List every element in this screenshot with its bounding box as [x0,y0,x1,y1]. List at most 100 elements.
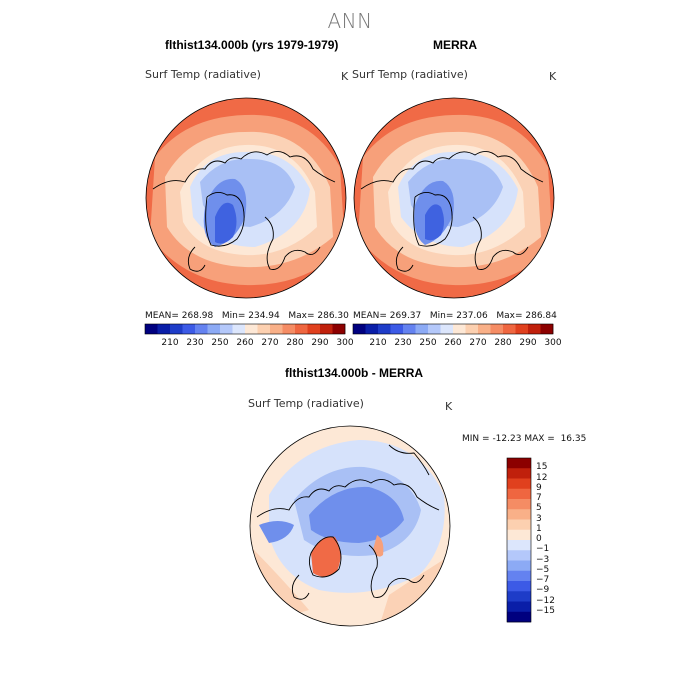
unit-label-difference: K [445,400,453,413]
colorbar-difference [506,457,532,623]
colorbar-swatch [390,324,404,334]
colorbar-tick-label: 7 [536,493,542,503]
colorbar-tick-label: 280 [286,338,304,348]
colorbar-swatch [332,324,346,334]
colorbar-tick-label: −9 [536,585,550,596]
colorbar-tick-label: 230 [394,338,412,348]
colorbar-swatch [515,324,529,334]
colorbar-swatch [507,550,531,561]
colorbar-tick-label: 210 [369,338,387,348]
colorbar-swatch [428,324,441,334]
map-coastlines [360,151,544,272]
colorbar-tick-label: 300 [336,338,354,348]
map-cool-strong-region [259,486,404,543]
panel-title-merra: MERRA [433,38,477,52]
main-title: ANN [327,9,373,33]
panel-title-difference: flthist134.000b - MERRA [285,366,424,380]
colorbar-tick-label: 250 [419,338,437,348]
stats-difference: MIN = -12.23 MAX = 16.35 [462,434,587,444]
colorbar-tick-label: 260 [444,338,462,348]
colorbar-swatch [157,324,171,334]
colorbar-swatch [270,324,283,334]
colorbar-labels-model: 210 230 250 260 270 280 290 300 [145,338,353,350]
colorbar-swatch [453,324,466,334]
panel-title-model: flthist134.000b (yrs 1979-1979) [165,38,339,52]
colorbar-tick-label: 260 [236,338,254,348]
map-greenland-deep [215,202,237,244]
map-greenland-deep [425,204,444,241]
map-warm-spot [373,535,384,557]
colorbar-tick-label: 9 [536,482,542,493]
colorbar-swatch [507,601,531,613]
colorbar-swatch [507,468,531,479]
colorbar-tick-label: −1 [536,544,550,555]
colorbar-swatch [282,324,296,334]
variable-label-merra: Surf Temp (radiative) [352,68,468,81]
colorbar-swatch [415,324,429,334]
colorbar-tick-label: 5 [536,503,542,514]
colorbar-tick-label: 290 [311,338,329,348]
stats-model: MEAN= 268.98 Min= 234.94 Max= 286.30 [145,311,349,321]
colorbar-swatch [490,324,504,334]
colorbar-swatch [507,529,531,541]
colorbar-swatch [182,324,196,334]
colorbar-tick-label: −15 [536,605,555,616]
colorbar-swatch [507,591,531,602]
colorbar-swatch [403,324,416,334]
colorbar-swatch [528,324,541,334]
colorbar-swatch [507,560,531,572]
colorbar-tick-label: 1 [536,523,542,534]
colorbar-swatch [295,324,308,334]
colorbar-labels-difference: 15 12 9 7 5 3 1 0 −1 −3 −5 −7 −9 −12 −15 [536,458,576,622]
colorbar-swatch [507,581,531,592]
colorbar-swatch [507,509,531,520]
colorbar-swatch [307,324,321,334]
colorbar-tick-label: 300 [544,338,562,348]
polar-map-merra [353,97,555,299]
colorbar-swatch [503,324,516,334]
colorbar-swatch [540,324,554,334]
colorbar-swatch [440,324,454,334]
colorbar-swatch [207,324,221,334]
colorbar-swatch [507,570,531,582]
polar-map-model [145,97,347,299]
colorbar-swatch [365,324,379,334]
colorbar-tick-label: 15 [536,462,548,473]
colorbar-swatch [507,611,531,623]
colorbar-swatch [465,324,479,334]
colorbar-tick-label: 0 [536,534,542,544]
colorbar-swatch [257,324,271,334]
colorbar-tick-label: 280 [494,338,512,348]
colorbar-swatch [507,540,531,551]
colorbar-tick-label: −7 [536,575,550,585]
colorbar-swatch [245,324,258,334]
unit-label-model: K [341,70,349,83]
variable-label-difference: Surf Temp (radiative) [248,397,364,410]
colorbar-labels-merra: 210 230 250 260 270 280 290 300 [353,338,561,350]
colorbar-swatch [507,499,531,510]
colorbar-tick-label: 210 [161,338,179,348]
colorbar-swatch [320,324,333,334]
colorbar-swatch [507,458,531,469]
colorbar-tick-label: 270 [261,338,279,348]
colorbar-swatch [170,324,183,334]
colorbar-swatch [507,519,531,531]
colorbar-swatch [507,488,531,500]
colorbar-swatch [353,324,366,334]
colorbar-swatch [378,324,391,334]
stats-merra: MEAN= 269.37 Min= 237.06 Max= 286.84 [353,311,557,321]
colorbar-tick-label: −12 [536,595,555,606]
variable-label-model: Surf Temp (radiative) [145,68,261,81]
colorbar-swatch [478,324,491,334]
colorbar-tick-label: −3 [536,554,550,565]
map-coastlines [152,151,336,272]
colorbar-swatch [232,324,246,334]
colorbar-swatch [195,324,208,334]
colorbar-model [144,323,346,335]
polar-map-difference [249,425,451,627]
colorbar-tick-label: 290 [519,338,537,348]
colorbar-swatch [507,478,531,490]
colorbar-swatch [145,324,158,334]
colorbar-tick-label: 3 [536,513,542,524]
unit-label-merra: K [549,70,557,83]
